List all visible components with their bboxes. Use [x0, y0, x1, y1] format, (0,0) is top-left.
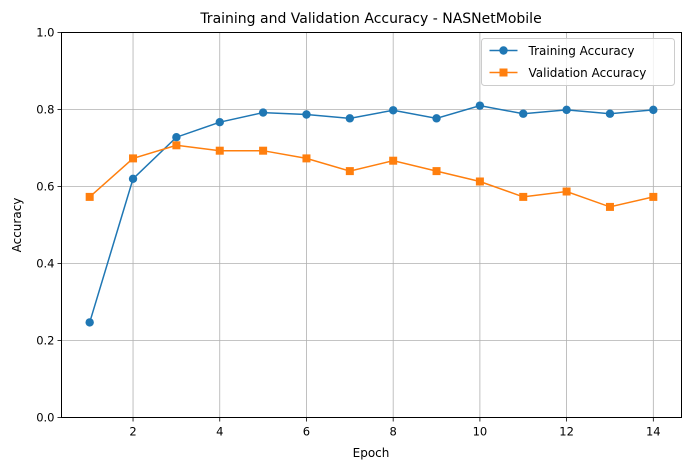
- data-point: [129, 154, 138, 163]
- series-line: [88, 104, 654, 323]
- data-point: [605, 109, 615, 118]
- x-tick-label: 10: [473, 425, 488, 439]
- data-point: [389, 156, 398, 165]
- data-point: [562, 105, 571, 115]
- legend-swatch-marker: [499, 68, 508, 77]
- legend-item: Validation Accuracy: [489, 66, 647, 80]
- data-point: [432, 167, 441, 176]
- x-tick-label: 6: [303, 425, 310, 439]
- data-point: [85, 318, 94, 327]
- series-validation-accuracy: [85, 141, 658, 211]
- y-tick-label: 0.0: [36, 411, 54, 425]
- series-group: [85, 101, 658, 327]
- chart-title: Training and Validation Accuracy - NASNe…: [199, 11, 541, 27]
- legend: Training Accuracy Validation Accuracy: [481, 38, 675, 86]
- data-point: [302, 110, 311, 119]
- data-point: [562, 187, 571, 196]
- legend-swatch-marker: [499, 46, 508, 55]
- data-point: [172, 133, 181, 142]
- x-tick-label: 4: [216, 425, 223, 439]
- y-axis-label: Accuracy: [10, 198, 24, 253]
- series-line: [89, 144, 654, 208]
- data-point: [345, 114, 355, 123]
- data-point: [128, 174, 138, 183]
- y-tick-label: 1.0: [36, 26, 54, 40]
- data-point: [475, 177, 484, 186]
- data-point: [519, 192, 528, 201]
- data-point: [258, 108, 268, 117]
- legend-label: Validation Accuracy: [529, 66, 647, 80]
- data-point: [215, 146, 224, 155]
- x-tick-label: 2: [129, 425, 136, 439]
- data-point: [85, 192, 94, 201]
- x-tick-label: 14: [646, 425, 661, 439]
- legend-box: [481, 38, 675, 86]
- data-point: [215, 118, 224, 127]
- data-point: [345, 167, 354, 176]
- axis-ticks: 2 4 6 8 10 12 14 0.0 0.2 0.4 0.6 0.8 1.0: [36, 26, 660, 439]
- data-point: [302, 154, 311, 163]
- x-tick-label: 12: [559, 425, 574, 439]
- data-point: [172, 141, 181, 150]
- x-tick-label: 8: [390, 425, 397, 439]
- y-tick-label: 0.8: [36, 103, 54, 117]
- data-point: [605, 202, 614, 211]
- x-axis-label: Epoch: [353, 446, 390, 460]
- plot-area: [61, 32, 682, 418]
- legend-item: Training Accuracy: [489, 44, 635, 58]
- data-point: [475, 101, 485, 110]
- y-tick-label: 0.2: [36, 334, 54, 348]
- data-point: [649, 192, 658, 201]
- data-point: [432, 114, 441, 123]
- data-point: [259, 146, 268, 155]
- y-tick-label: 0.6: [36, 180, 54, 194]
- data-point: [388, 106, 398, 115]
- grid: [61, 32, 682, 418]
- y-tick-label: 0.4: [36, 257, 54, 271]
- data-point: [649, 105, 658, 115]
- data-point: [519, 109, 528, 118]
- legend-label: Training Accuracy: [528, 44, 635, 58]
- series-training-accuracy: [85, 101, 658, 327]
